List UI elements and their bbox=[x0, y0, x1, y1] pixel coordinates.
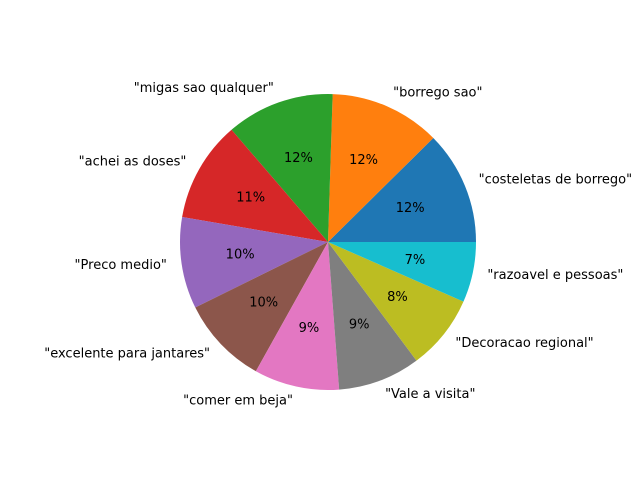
slice-percentage: 8% bbox=[387, 290, 408, 305]
pie-slice bbox=[231, 94, 333, 242]
slice-percentage: 9% bbox=[299, 321, 320, 336]
pie-slice bbox=[328, 94, 434, 242]
pie-slice bbox=[328, 242, 464, 361]
pie-slice bbox=[328, 242, 476, 302]
slice-label: "excelente para jantares" bbox=[44, 347, 210, 362]
pie-slice bbox=[255, 242, 340, 390]
pie-slices bbox=[179, 94, 476, 390]
pie-slice bbox=[182, 129, 328, 242]
slice-percentage: 12% bbox=[349, 153, 378, 168]
slice-labels: "costeletas de borrego" "borrego sao" "mig… bbox=[44, 81, 632, 409]
slice-percentage: 12% bbox=[284, 151, 313, 166]
pie-slice bbox=[179, 217, 328, 308]
slice-label: "borrego sao" bbox=[393, 85, 482, 100]
slice-label: "Preco medio" bbox=[75, 258, 167, 273]
pie-slice bbox=[328, 138, 476, 242]
slice-label: "Decoracao regional" bbox=[455, 336, 593, 351]
slice-label: "razoavel e pessoas" bbox=[487, 268, 623, 283]
slice-percentage: 11% bbox=[236, 191, 265, 206]
slice-percentage: 9% bbox=[349, 318, 370, 333]
slice-label: "comer em beja" bbox=[183, 393, 293, 408]
slice-percentage: 12% bbox=[396, 201, 425, 216]
percentage-labels: 12% 12% 12% 11% 10% 10% 9% 9% 8% 7% bbox=[226, 151, 426, 336]
pie-slice bbox=[328, 242, 417, 390]
slice-label: "migas sao qualquer" bbox=[134, 81, 274, 96]
slice-percentage: 7% bbox=[405, 253, 426, 268]
slice-label: "Vale a visita" bbox=[385, 387, 475, 402]
pie-slice bbox=[195, 242, 328, 372]
slice-label: "achei as doses" bbox=[79, 154, 187, 169]
slice-percentage: 10% bbox=[226, 247, 255, 262]
slice-label: "costeletas de borrego" bbox=[479, 173, 632, 188]
slice-percentage: 10% bbox=[249, 296, 278, 311]
